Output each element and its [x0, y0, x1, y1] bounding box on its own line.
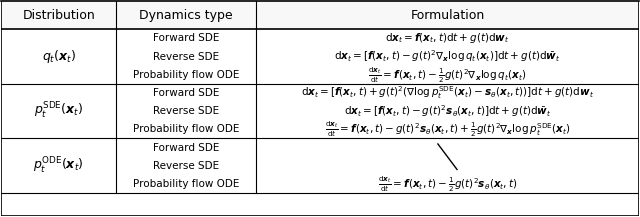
Text: $\frac{\mathrm{d}\boldsymbol{x}_t}{\mathrm{d}t} = \boldsymbol{f}(\boldsymbol{x}_: $\frac{\mathrm{d}\boldsymbol{x}_t}{\math… — [368, 65, 527, 85]
Text: Reverse SDE: Reverse SDE — [153, 161, 220, 171]
Text: $\mathrm{d}\boldsymbol{x}_t = [\boldsymbol{f}(\boldsymbol{x}_t, t) - g(t)^2 \bol: $\mathrm{d}\boldsymbol{x}_t = [\boldsymb… — [344, 103, 551, 119]
Text: $\frac{\mathrm{d}\boldsymbol{x}_t}{\mathrm{d}t} = \boldsymbol{f}(\boldsymbol{x}_: $\frac{\mathrm{d}\boldsymbol{x}_t}{\math… — [378, 174, 517, 194]
Text: $p_t^{\mathrm{ODE}}(\boldsymbol{x}_t)$: $p_t^{\mathrm{ODE}}(\boldsymbol{x}_t)$ — [33, 156, 84, 176]
Text: Forward SDE: Forward SDE — [153, 33, 220, 43]
Text: Reverse SDE: Reverse SDE — [153, 52, 220, 62]
Text: Forward SDE: Forward SDE — [153, 143, 220, 153]
Text: Distribution: Distribution — [22, 9, 95, 22]
Text: $\mathrm{d}\boldsymbol{x}_t = [\boldsymbol{f}(\boldsymbol{x}_t, t) + g(t)^2(\nab: $\mathrm{d}\boldsymbol{x}_t = [\boldsymb… — [301, 85, 594, 101]
FancyBboxPatch shape — [1, 1, 639, 29]
Text: Probability flow ODE: Probability flow ODE — [133, 70, 239, 80]
Text: Dynamics type: Dynamics type — [140, 9, 233, 22]
Text: $\frac{\mathrm{d}\boldsymbol{x}_t}{\mathrm{d}t} = \boldsymbol{f}(\boldsymbol{x}_: $\frac{\mathrm{d}\boldsymbol{x}_t}{\math… — [324, 120, 570, 139]
Text: Probability flow ODE: Probability flow ODE — [133, 179, 239, 189]
Text: $\mathrm{d}\boldsymbol{x}_t = [\boldsymbol{f}(\boldsymbol{x}_t, t) - g(t)^2 \nab: $\mathrm{d}\boldsymbol{x}_t = [\boldsymb… — [334, 49, 561, 64]
Text: Forward SDE: Forward SDE — [153, 88, 220, 98]
Text: Probability flow ODE: Probability flow ODE — [133, 124, 239, 134]
Text: Reverse SDE: Reverse SDE — [153, 106, 220, 116]
Text: $\mathrm{d}\boldsymbol{x}_t = \boldsymbol{f}(\boldsymbol{x}_t, t)\mathrm{d}t + g: $\mathrm{d}\boldsymbol{x}_t = \boldsymbo… — [385, 31, 510, 45]
Text: Formulation: Formulation — [410, 9, 484, 22]
Text: $q_t(\boldsymbol{x}_t)$: $q_t(\boldsymbol{x}_t)$ — [42, 48, 76, 65]
Text: $p_t^{\mathrm{SDE}}(\boldsymbol{x}_t)$: $p_t^{\mathrm{SDE}}(\boldsymbol{x}_t)$ — [34, 101, 83, 121]
